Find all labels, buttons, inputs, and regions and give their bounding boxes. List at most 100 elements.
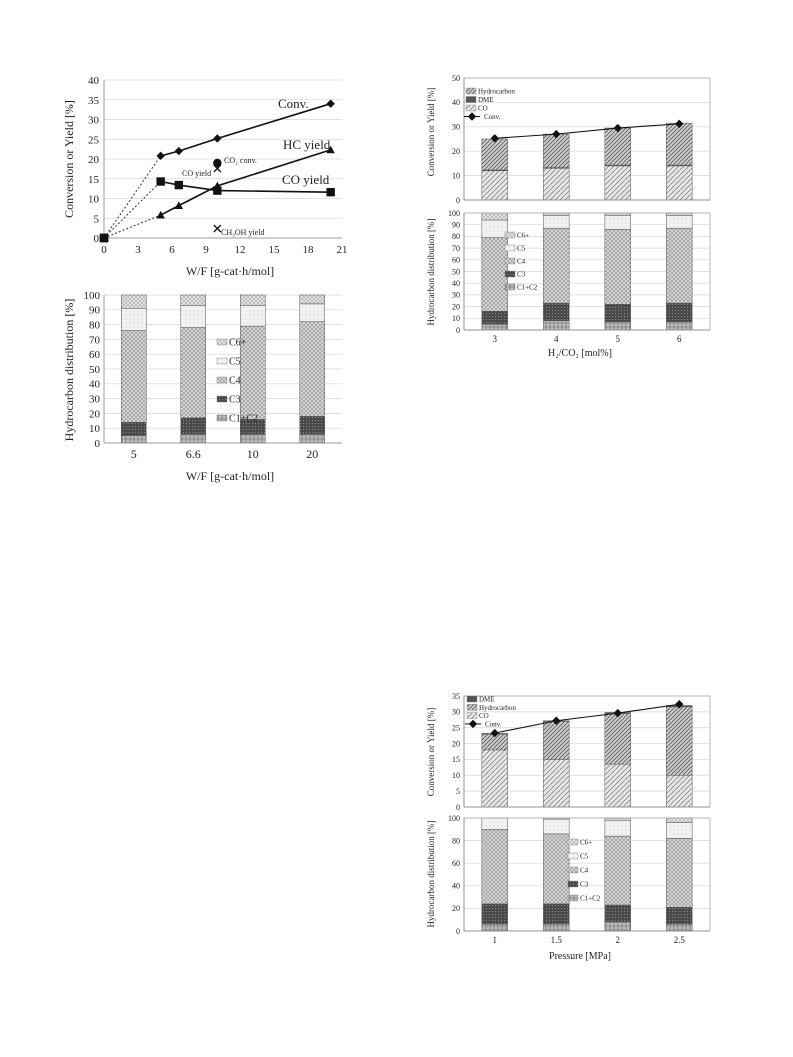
pressure-distribution-chart: 0 20 40 60 80 100 1 1.5 2 2.5 C6+ C5 C4 C3 C1+C2 Pres… <box>426 814 711 962</box>
bar-segment <box>240 325 266 420</box>
x-tick-label: 6 <box>169 244 175 256</box>
bar-segment <box>604 763 631 808</box>
x-tick-label: 20 <box>306 447 318 461</box>
axes <box>103 80 342 239</box>
legend-label: DME <box>479 695 495 703</box>
legend-swatch <box>504 244 516 252</box>
bar-segment <box>604 321 631 331</box>
y-tick-label: 20 <box>452 739 460 748</box>
y-tick-label: 25 <box>88 134 100 146</box>
axes <box>463 817 711 932</box>
y-tick-label: 40 <box>88 75 100 87</box>
x-tick-label: 0 <box>101 244 107 256</box>
x-tick-label: 12 <box>235 244 246 256</box>
bar-segment <box>543 759 570 808</box>
bar-segment <box>240 433 266 444</box>
y-tick-label: 100 <box>448 814 460 823</box>
y-tick-label: 0 <box>456 326 460 335</box>
series-label-co-yield-small: CO yield <box>182 169 211 178</box>
legend-label: C6+ <box>517 231 529 239</box>
bar-segment <box>666 817 693 823</box>
y-tick-label: 20 <box>452 904 460 913</box>
legend-label: C6+ <box>229 338 247 349</box>
y-tick-label: 40 <box>452 98 460 107</box>
series-label-ch3oh-yield: CH₃OH yield <box>221 228 264 237</box>
conv-point <box>552 129 561 139</box>
y-tick-label: 40 <box>452 279 460 288</box>
x-axis-label: Pressure [MPa] <box>549 951 611 962</box>
tick-labels: 0 5 10 15 20 25 30 35 40 0 3 6 9 12 15 18 21 <box>88 75 348 256</box>
data-point <box>174 180 183 190</box>
y-tick-label: 30 <box>88 115 100 127</box>
data-point <box>213 224 222 233</box>
tick-labels: 0 10 20 30 40 50 60 70 80 90 100 5 6.6 10 20 <box>84 290 319 461</box>
x-tick-label: 3 <box>493 334 498 344</box>
legend-swatch <box>504 231 516 239</box>
y-tick-label: 10 <box>88 194 100 206</box>
legend-swatch <box>216 395 228 403</box>
data-point <box>213 134 222 143</box>
bar-segment <box>666 706 693 776</box>
x-axis-label: H₂/CO₂ [mol%] <box>548 348 612 359</box>
legend-label: C6+ <box>580 838 592 846</box>
bar-segment <box>180 305 206 328</box>
bar-segment <box>299 416 325 435</box>
bar-segment <box>666 907 693 925</box>
y-axis-label: Conversion or Yield [%] <box>426 88 436 176</box>
bar-segment <box>666 822 693 839</box>
legend-label: C4 <box>580 866 589 874</box>
axes <box>463 212 711 331</box>
wf-conversion-chart: 0 5 10 15 20 25 30 35 40 0 3 6 9 12 15 18 21 Conv. HC yi… <box>62 75 348 278</box>
bars-layer <box>481 817 693 932</box>
bar-segment <box>180 433 206 444</box>
legend-label: Hydrocarbon <box>478 87 515 95</box>
x-axis-label: W/F [g-cat·h/mol] <box>186 469 274 483</box>
legend-label: C3 <box>229 395 241 406</box>
legend-swatch <box>567 894 579 902</box>
y-tick-label: 20 <box>452 302 460 311</box>
y-tick-label: 35 <box>452 692 460 701</box>
y-axis-label: Conversion or Yield [%] <box>62 100 76 218</box>
y-tick-label: 90 <box>452 221 460 230</box>
bar-segment <box>604 904 631 923</box>
legend-swatch <box>567 838 579 846</box>
x-tick-label: 4 <box>554 334 559 344</box>
bar-segment <box>481 323 508 331</box>
bar-segment <box>481 749 508 808</box>
bar-segment <box>666 227 693 304</box>
y-tick-label: 60 <box>89 349 101 361</box>
bar-segment <box>121 308 147 331</box>
bar-segment <box>543 227 570 304</box>
x-tick-label: 9 <box>203 244 209 256</box>
bar-segment <box>543 833 570 905</box>
bars-layer <box>481 212 693 331</box>
y-axis-label: Hydrocarbon distribution [%] <box>426 219 436 326</box>
data-point <box>99 233 109 243</box>
x-tick-label: 6.6 <box>186 447 201 461</box>
series-line-dashed <box>103 155 162 239</box>
bar-segment <box>543 903 570 925</box>
legend: C6+ C5 C4 C3 C1+C2 <box>567 838 601 902</box>
tick-labels: 0 5 10 15 20 25 30 35 <box>452 692 460 812</box>
x-tick-label: 2 <box>616 935 621 945</box>
legend-swatch <box>567 852 579 860</box>
y-tick-label: 50 <box>452 74 460 83</box>
bar-segment <box>481 311 508 325</box>
y-tick-label: 80 <box>89 319 101 331</box>
legend: C6+ C5 C4 C3 C1+C2 <box>504 231 538 291</box>
conv-point <box>490 134 499 143</box>
bars-layer <box>121 294 325 444</box>
y-tick-label: 20 <box>88 154 100 166</box>
bar-segment <box>543 168 570 201</box>
axes <box>463 77 711 201</box>
series-line <box>160 180 331 193</box>
bar-segment <box>604 127 631 166</box>
y-tick-label: 20 <box>452 147 460 156</box>
legend-label: CO <box>478 104 488 112</box>
y-tick-label: 30 <box>452 291 460 300</box>
bar-segment <box>240 305 266 327</box>
bar-segment <box>180 294 206 306</box>
legend-label: C5 <box>517 244 526 252</box>
bars-layer <box>481 122 693 201</box>
